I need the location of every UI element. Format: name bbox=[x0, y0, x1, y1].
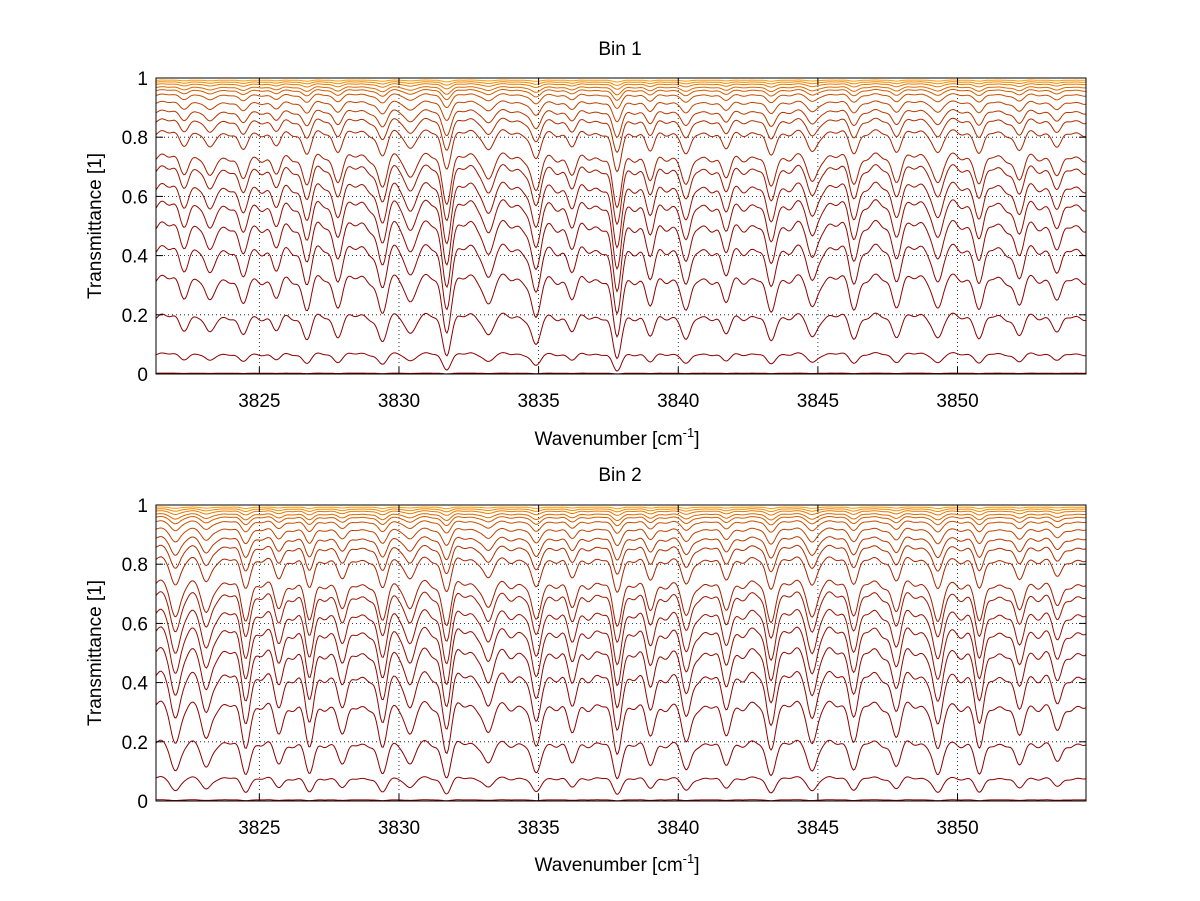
x-tick-label: 3850 bbox=[936, 818, 978, 839]
y-tick-label: 0.8 bbox=[122, 555, 148, 576]
x-tick-label: 3840 bbox=[657, 391, 699, 412]
series-line bbox=[155, 219, 1087, 293]
series-line bbox=[155, 608, 1087, 666]
y-axis-label: Transmittance [1] bbox=[85, 580, 106, 726]
x-axis-label: Wavenumber [cm-1] bbox=[534, 851, 699, 876]
y-tick-label: 0.2 bbox=[122, 733, 148, 754]
x-axis-ticks: 3825 3830 3835 3840 3845 3850 bbox=[238, 505, 979, 839]
x-axis-label-text: Wavenumber [cm bbox=[534, 429, 682, 450]
series-line bbox=[155, 700, 1087, 756]
series-line bbox=[156, 79, 1086, 83]
series-line bbox=[155, 312, 1087, 360]
series-line bbox=[155, 181, 1087, 249]
x-tick-label: 3835 bbox=[517, 391, 559, 412]
series-line bbox=[156, 506, 1086, 510]
y-tick-label: 1 bbox=[137, 496, 148, 517]
series-line bbox=[155, 86, 1086, 96]
series-group bbox=[155, 506, 1087, 802]
series-line bbox=[155, 88, 1086, 101]
series-line bbox=[155, 129, 1087, 173]
series-line bbox=[155, 556, 1087, 594]
x-tick-label: 3840 bbox=[657, 818, 699, 839]
series-line bbox=[155, 739, 1087, 780]
y-tick-label: 0.2 bbox=[122, 306, 148, 327]
plot-area-frame bbox=[155, 504, 1087, 802]
series-line bbox=[155, 117, 1087, 154]
y-tick-label: 0 bbox=[137, 365, 148, 386]
x-tick-label: 3825 bbox=[238, 818, 280, 839]
series-line bbox=[155, 81, 1086, 86]
series-line bbox=[155, 83, 1086, 90]
y-axis-label: Transmittance [1] bbox=[85, 153, 106, 299]
series-line bbox=[155, 776, 1087, 795]
series-line bbox=[155, 352, 1087, 372]
x-tick-label: 3825 bbox=[238, 391, 280, 412]
series-line bbox=[155, 626, 1087, 687]
y-tick-label: 0.6 bbox=[122, 614, 148, 635]
y-tick-label: 0.6 bbox=[122, 187, 148, 208]
x-tick-label: 3835 bbox=[517, 818, 559, 839]
series-line bbox=[155, 243, 1087, 315]
y-tick-label: 0 bbox=[137, 792, 148, 813]
y-tick-label: 0.8 bbox=[122, 128, 148, 149]
chart-panel-bin-2: Bin 2 3825 3830 3835 3840 3845 3850 0 0.2 0.4 0.… bbox=[85, 465, 1087, 876]
chart-title: Bin 2 bbox=[598, 465, 641, 486]
series-line bbox=[155, 108, 1087, 138]
series-line bbox=[155, 199, 1087, 271]
x-axis-label-close: ] bbox=[694, 429, 699, 450]
series-line bbox=[155, 510, 1087, 516]
x-tick-label: 3845 bbox=[797, 391, 839, 412]
y-axis-ticks: 0 0.2 0.4 0.6 0.8 1 bbox=[122, 69, 1086, 386]
series-line bbox=[155, 670, 1087, 732]
series-line bbox=[155, 520, 1087, 534]
chart-title: Bin 1 bbox=[598, 39, 641, 60]
series-line bbox=[155, 591, 1087, 644]
series-line bbox=[155, 513, 1087, 522]
chart-panel-bin-1: Bin 1 3825 3830 3835 3840 3845 3850 0 0.2 0.4 0.… bbox=[85, 39, 1087, 450]
grid-lines bbox=[156, 504, 1086, 802]
x-axis-label-superscript: -1 bbox=[683, 425, 695, 440]
x-axis-ticks: 3825 3830 3835 3840 3845 3850 bbox=[238, 78, 979, 412]
series-line bbox=[155, 647, 1087, 709]
y-tick-label: 0.4 bbox=[122, 247, 149, 268]
series-line bbox=[155, 536, 1087, 561]
series-line bbox=[155, 527, 1087, 547]
plot-area-frame bbox=[155, 77, 1087, 375]
series-line bbox=[155, 164, 1087, 226]
y-axis-ticks: 0 0.2 0.4 0.6 0.8 1 bbox=[122, 496, 1086, 813]
x-tick-label: 3830 bbox=[378, 818, 420, 839]
series-line bbox=[155, 544, 1087, 575]
series-line bbox=[155, 579, 1087, 628]
series-line bbox=[155, 100, 1087, 123]
series-group bbox=[155, 79, 1087, 375]
series-line bbox=[155, 273, 1087, 338]
x-tick-label: 3845 bbox=[797, 818, 839, 839]
x-axis-label-close: ] bbox=[694, 855, 699, 876]
y-tick-label: 1 bbox=[137, 69, 148, 90]
x-tick-label: 3850 bbox=[936, 391, 978, 412]
y-tick-label: 0.4 bbox=[122, 674, 149, 695]
series-line bbox=[155, 152, 1087, 209]
x-axis-label-text: Wavenumber [cm bbox=[534, 855, 682, 876]
series-line bbox=[155, 508, 1086, 513]
series-line bbox=[155, 93, 1087, 110]
x-axis-label: Wavenumber [cm-1] bbox=[534, 425, 699, 450]
series-line bbox=[155, 515, 1087, 527]
x-axis-label-superscript: -1 bbox=[683, 851, 695, 866]
x-tick-label: 3830 bbox=[378, 391, 420, 412]
